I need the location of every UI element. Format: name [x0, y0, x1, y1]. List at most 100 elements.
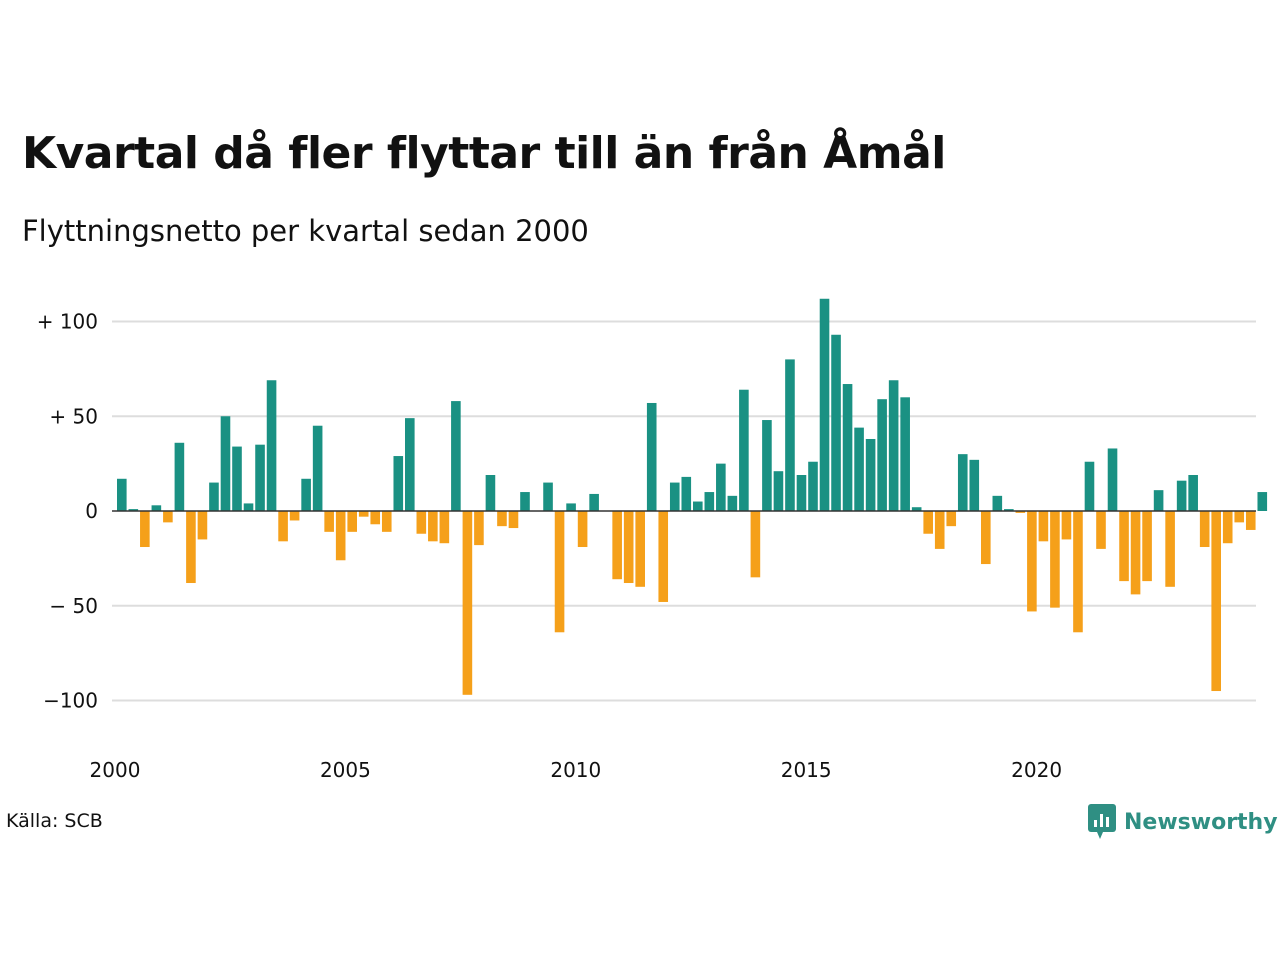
newsworthy-chart-icon — [1088, 804, 1116, 839]
bar — [1107, 448, 1118, 512]
bar — [335, 511, 346, 561]
x-tick-label: 2015 — [781, 758, 832, 782]
bar — [140, 511, 150, 548]
bar — [1165, 511, 1175, 587]
bar — [865, 438, 876, 511]
bar — [151, 505, 162, 511]
bar — [255, 444, 265, 512]
bar — [451, 401, 461, 511]
bar — [117, 478, 127, 511]
bar — [704, 492, 715, 511]
bar — [923, 511, 933, 534]
bar — [197, 511, 208, 540]
y-tick-label: + 100 — [37, 310, 98, 334]
bar — [174, 442, 185, 511]
chart-subtitle: Flyttningsnetto per kvartal sedan 2000 — [22, 214, 589, 248]
bar — [900, 397, 910, 511]
bar — [1199, 511, 1210, 548]
bar — [716, 463, 726, 512]
bar — [1130, 511, 1141, 595]
bar — [1176, 480, 1187, 511]
bar — [301, 478, 311, 511]
y-tick-label: −100 — [43, 689, 98, 713]
bar — [957, 454, 968, 511]
bar — [589, 493, 599, 511]
brand-name: Newsworthy — [1124, 809, 1278, 835]
bar — [485, 475, 496, 512]
bar — [520, 492, 530, 511]
bar — [128, 509, 139, 511]
x-tick-label: 2000 — [90, 758, 141, 782]
source-note: Källa: SCB — [6, 810, 103, 832]
bar — [888, 380, 899, 511]
bar — [693, 501, 703, 511]
bar — [347, 511, 357, 532]
bar — [808, 461, 818, 511]
bar — [1153, 490, 1164, 511]
bar — [324, 511, 334, 532]
bar — [289, 511, 300, 521]
bar — [163, 511, 173, 523]
bar — [762, 420, 772, 511]
bar — [681, 476, 692, 511]
bar — [554, 511, 565, 633]
bar — [1084, 461, 1095, 511]
bar — [1245, 511, 1256, 530]
bar — [220, 416, 231, 511]
bar — [577, 511, 588, 548]
bar — [186, 511, 196, 584]
bar — [416, 511, 427, 534]
bar — [1004, 509, 1014, 511]
bar — [1188, 475, 1198, 512]
bar — [1073, 511, 1083, 633]
bar — [623, 511, 634, 584]
x-tick-label: 2020 — [1011, 758, 1062, 782]
bar — [312, 425, 323, 511]
bar — [669, 482, 680, 511]
bar — [819, 298, 830, 511]
bar — [992, 495, 1003, 511]
y-tick-label: 0 — [85, 499, 98, 523]
bar — [831, 334, 841, 511]
bar — [842, 384, 853, 511]
bar — [428, 511, 438, 542]
y-tick-label: − 50 — [49, 594, 98, 618]
bar — [497, 511, 507, 527]
bar — [727, 495, 738, 511]
bar — [439, 511, 450, 544]
bar — [646, 402, 657, 511]
bar — [785, 359, 795, 511]
bar — [934, 511, 945, 549]
bar — [1257, 492, 1268, 511]
bar — [1234, 511, 1245, 523]
bar — [243, 503, 254, 511]
bar — [635, 511, 645, 587]
bar — [1050, 511, 1060, 608]
bar — [1038, 511, 1049, 542]
bar — [1015, 511, 1026, 513]
y-tick-label: + 50 — [49, 404, 98, 428]
bar — [462, 511, 473, 695]
bar — [508, 511, 519, 529]
bar — [612, 511, 622, 580]
bar — [981, 511, 991, 565]
bar — [278, 511, 288, 542]
bar — [1119, 511, 1129, 582]
bar — [1142, 511, 1152, 582]
bar — [773, 471, 784, 511]
bar — [566, 503, 576, 511]
chart-title: Kvartal då fler flyttar till än från Åmå… — [22, 128, 946, 179]
bar — [232, 446, 242, 511]
bar — [739, 389, 749, 511]
bar — [1211, 511, 1221, 692]
bar — [358, 511, 369, 517]
bar — [877, 399, 887, 511]
bar — [1061, 511, 1072, 540]
bar — [750, 511, 761, 578]
x-tick-label: 2005 — [320, 758, 371, 782]
bar — [911, 507, 922, 511]
bar — [658, 511, 669, 602]
bar — [543, 482, 553, 511]
bar — [796, 475, 807, 512]
brand-logo: Newsworthy — [1088, 804, 1278, 840]
